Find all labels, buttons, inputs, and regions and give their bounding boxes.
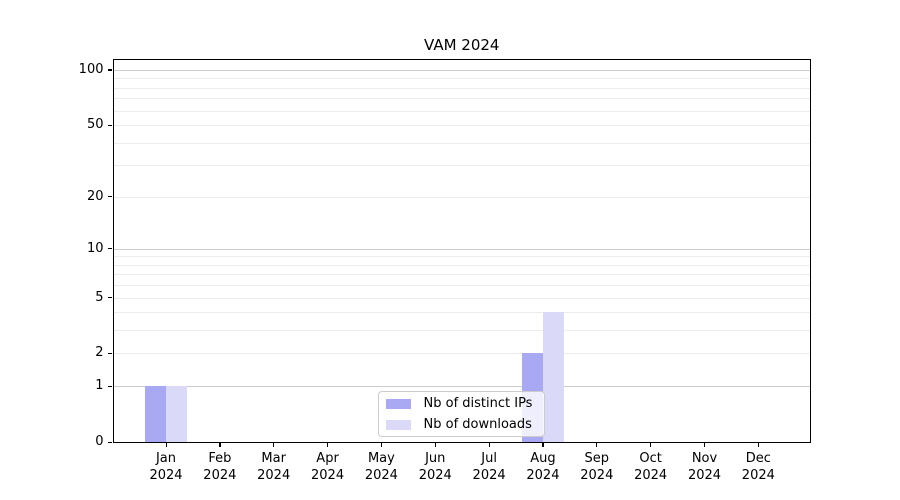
x-tick-mark: [704, 443, 706, 447]
y-tick-mark: [108, 124, 112, 126]
x-tick-mark: [596, 443, 598, 447]
y-tick-label: 100: [78, 61, 104, 77]
x-tick-label: Jul 2024: [449, 451, 529, 484]
x-tick-year: 2024: [526, 467, 560, 483]
minor-gridline: [113, 165, 810, 167]
y-tick-label: 0: [95, 434, 104, 449]
y-tick-label: 2: [95, 345, 104, 361]
minor-gridline: [113, 264, 810, 266]
x-tick-label: Nov 2024: [665, 451, 745, 484]
minor-gridline: [113, 196, 810, 198]
x-tick-month: Oct: [639, 451, 662, 466]
y-tick-label: 1: [95, 378, 104, 394]
x-tick-mark: [650, 443, 652, 447]
x-tick-month: Feb: [208, 451, 232, 466]
x-tick-mark: [757, 443, 760, 447]
x-tick-label: Oct 2024: [611, 451, 691, 484]
x-tick-month: Jan: [155, 451, 177, 466]
x-tick-label: Apr 2024: [288, 451, 368, 484]
x-tick-year: 2024: [364, 467, 398, 483]
minor-gridline: [113, 353, 810, 355]
legend-label-downloads: Nb of downloads: [423, 417, 532, 432]
x-tick-year: 2024: [634, 467, 668, 483]
minor-gridline: [113, 110, 810, 112]
y-tick-label: 50: [86, 117, 104, 133]
x-tick-label: Jan 2024: [126, 451, 206, 484]
legend-swatch-downloads: [385, 419, 411, 430]
x-tick-mark: [380, 443, 383, 447]
x-tick-label: Dec 2024: [718, 451, 798, 484]
minor-gridline: [113, 274, 810, 276]
x-tick-year: 2024: [203, 467, 237, 483]
y-tick-mark: [108, 352, 112, 355]
legend-item-downloads: Nb of downloads: [385, 417, 545, 432]
bar-nb-of-downloads-jan: [166, 386, 188, 442]
y-tick-mark: [108, 441, 112, 443]
x-tick-label: Mar 2024: [234, 451, 314, 484]
y-tick-mark: [108, 69, 112, 71]
x-tick-mark: [327, 443, 329, 447]
legend-label-distinct-ips: Nb of distinct IPs: [423, 396, 533, 411]
major-gridline: [113, 69, 810, 71]
y-tick-label: 10: [86, 240, 104, 256]
x-tick-label: Jun 2024: [395, 451, 475, 484]
legend-swatch-distinct-ips: [385, 398, 411, 409]
y-tick-label: 20: [86, 188, 104, 204]
x-tick-label: Feb 2024: [180, 451, 260, 484]
minor-gridline: [113, 285, 810, 287]
y-tick-mark: [108, 297, 112, 299]
minor-gridline: [113, 87, 810, 89]
legend: Nb of distinct IPs Nb of downloads: [377, 391, 545, 437]
x-tick-year: 2024: [418, 467, 452, 483]
x-tick-mark: [488, 443, 490, 447]
minor-gridline: [113, 297, 810, 299]
x-tick-year: 2024: [580, 467, 614, 483]
x-tick-mark: [219, 443, 221, 447]
x-tick-month: May: [367, 451, 395, 466]
x-tick-label: Sep 2024: [557, 451, 637, 484]
x-tick-month: Apr: [316, 451, 339, 466]
y-tick-mark: [108, 385, 112, 387]
x-tick-month: Jun: [425, 451, 446, 466]
x-tick-year: 2024: [149, 467, 183, 483]
x-tick-month: Nov: [691, 451, 718, 466]
minor-gridline: [113, 125, 810, 127]
minor-gridline: [113, 78, 810, 80]
x-tick-month: Sep: [584, 451, 610, 466]
bar-nb-of-downloads-aug: [542, 312, 565, 442]
y-tick-mark: [108, 196, 112, 198]
x-tick-mark: [542, 443, 544, 447]
bar-nb-of-distinct-ips-jan: [144, 386, 166, 442]
minor-gridline: [113, 98, 810, 100]
x-tick-year: 2024: [311, 467, 345, 483]
chart-title: VAM 2024: [424, 36, 500, 54]
x-tick-mark: [165, 443, 167, 447]
x-tick-year: 2024: [687, 467, 722, 483]
minor-gridline: [113, 330, 810, 332]
legend-item-distinct-ips: Nb of distinct IPs: [385, 396, 545, 411]
x-tick-mark: [434, 443, 436, 447]
x-tick-year: 2024: [257, 467, 291, 483]
x-tick-month: Aug: [530, 451, 556, 466]
y-tick-label: 5: [95, 289, 104, 305]
x-tick-month: Jul: [481, 451, 497, 466]
x-tick-month: Dec: [745, 451, 771, 466]
x-tick-year: 2024: [741, 467, 775, 483]
minor-gridline: [113, 256, 810, 258]
x-tick-year: 2024: [472, 467, 506, 483]
y-tick-mark: [108, 248, 112, 250]
x-tick-label: Aug 2024: [503, 451, 583, 484]
minor-gridline: [113, 142, 810, 144]
x-tick-label: May 2024: [341, 451, 421, 484]
x-tick-mark: [273, 443, 275, 447]
minor-gridline: [113, 312, 810, 314]
x-tick-month: Mar: [261, 451, 286, 466]
major-gridline: [113, 386, 810, 388]
major-gridline: [113, 248, 810, 250]
